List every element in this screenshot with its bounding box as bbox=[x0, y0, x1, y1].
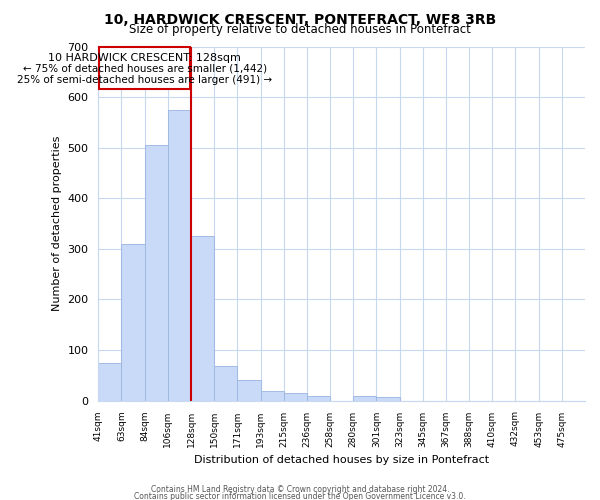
Bar bbox=[238, 380, 260, 400]
Bar bbox=[307, 396, 330, 400]
Y-axis label: Number of detached properties: Number of detached properties bbox=[52, 136, 62, 311]
Text: ← 75% of detached houses are smaller (1,442): ← 75% of detached houses are smaller (1,… bbox=[23, 64, 266, 74]
Bar bbox=[353, 396, 376, 400]
Text: Contains public sector information licensed under the Open Government Licence v3: Contains public sector information licen… bbox=[134, 492, 466, 500]
Text: 10 HARDWICK CRESCENT: 128sqm: 10 HARDWICK CRESCENT: 128sqm bbox=[48, 52, 241, 62]
Bar bbox=[284, 393, 307, 400]
Text: Contains HM Land Registry data © Crown copyright and database right 2024.: Contains HM Land Registry data © Crown c… bbox=[151, 486, 449, 494]
Bar bbox=[191, 236, 214, 400]
FancyBboxPatch shape bbox=[100, 46, 190, 90]
Bar bbox=[260, 392, 284, 400]
Bar bbox=[145, 145, 168, 401]
Bar bbox=[168, 110, 191, 401]
X-axis label: Distribution of detached houses by size in Pontefract: Distribution of detached houses by size … bbox=[194, 455, 489, 465]
Text: 25% of semi-detached houses are larger (491) →: 25% of semi-detached houses are larger (… bbox=[17, 75, 272, 85]
Bar bbox=[121, 244, 145, 400]
Text: Size of property relative to detached houses in Pontefract: Size of property relative to detached ho… bbox=[129, 22, 471, 36]
Bar bbox=[376, 397, 400, 400]
Bar bbox=[98, 362, 121, 401]
Bar bbox=[214, 366, 238, 400]
Text: 10, HARDWICK CRESCENT, PONTEFRACT, WF8 3RB: 10, HARDWICK CRESCENT, PONTEFRACT, WF8 3… bbox=[104, 12, 496, 26]
